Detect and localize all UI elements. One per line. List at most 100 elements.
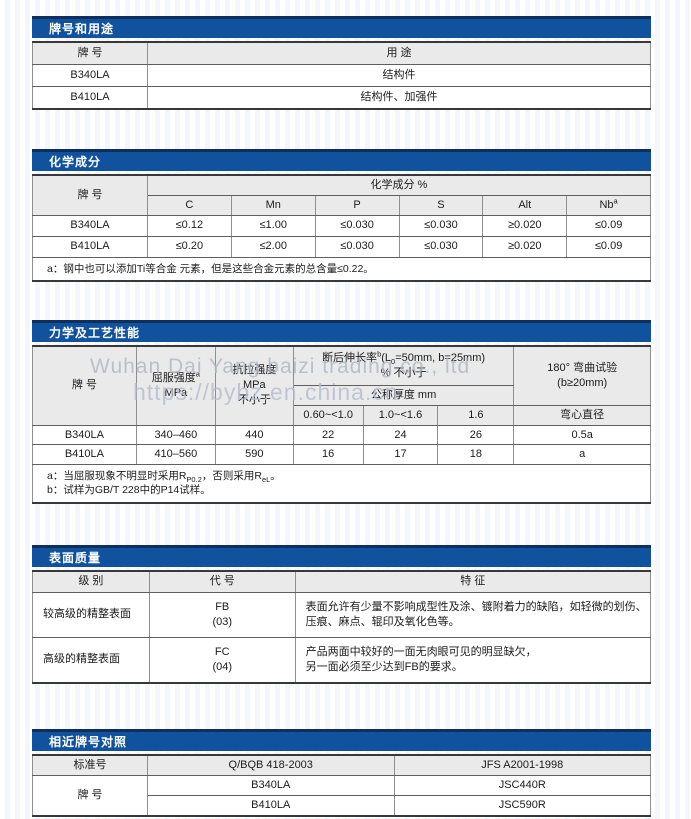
tensile-minimum-label: 不小于 [237, 394, 271, 407]
grade-header-cell: 牌 号 [32, 41, 148, 65]
bend-test-header-cell: 180° 弯曲试验 (b≥20mm) [513, 345, 651, 406]
element-header-cell: C [146, 194, 232, 216]
feature-cell: 表面允许有少量不影响成型性及涂、镀附着力的缺陷，如轻微的划伤、压痕、麻点、辊印及… [294, 591, 652, 638]
feature-cell: 产品两面中较好的一面无肉眼可见的明显缺欠， 另一面必须至少达到FB的要求。 [294, 636, 652, 684]
feature-text: 表面允许有少量不影响成型性及涂、镀附着力的缺陷，如轻微的划伤、压痕、麻点、辊印及… [305, 600, 647, 628]
section-title: 表面质量 [49, 550, 102, 565]
section-title-bar: 牌号和用途 [32, 16, 651, 38]
footnote-row: a：钢中也可以添加Ti等合金 元素，但是这些合金元素的总含量≤0.22。 [32, 256, 651, 282]
value-cell: ≤0.09 [566, 214, 651, 237]
feature-text: 另一面必须至少达到FB的要求。 [305, 660, 463, 673]
section-title: 相近牌号对照 [49, 734, 128, 749]
value-cell: ≤0.030 [398, 214, 484, 237]
tensile-value-cell: 590 [214, 444, 294, 466]
tensile-label: 抗拉强度 [232, 364, 277, 377]
table-row: B340LA 结构件 [32, 64, 652, 87]
yield-strength-header-cell: 屈服强度a MPa [135, 345, 216, 426]
section-title: 化学成分 [49, 155, 102, 169]
table-row: 牌 号 B340LA JSC440R [32, 774, 652, 817]
table-header-row: 级 别 代 号 特 征 [32, 570, 652, 593]
element-header-cell: P [314, 194, 400, 216]
grade-usage-table: 牌 号 用 途 B340LA 结构件 B410LA 结构件、加强件 [32, 41, 652, 110]
grade-label-cell: 牌 号 [32, 774, 148, 817]
table-row: B410LA JSC590R [33, 794, 652, 817]
element-header-cell: Mn [230, 194, 316, 216]
value-cell: ≤0.20 [146, 235, 232, 258]
surface-quality-table: 级 别 代 号 特 征 较高级的精整表面 FB (03) 表面允许有少量不影响成… [32, 569, 652, 684]
table-row: B340LA 340–460 440 22 24 26 0.5a [32, 424, 651, 446]
grade-cell: B410LA [32, 235, 148, 258]
elongation-footnote-mark: b [377, 349, 382, 359]
table-header-row: 标准号 Q/BQB 418-2003 JFS A2001-1998 [32, 754, 652, 776]
footnote-a: a：当屈服现象不明显时采用RP0.2，否则采用ReL。 [47, 470, 281, 485]
code-number: (04) [212, 660, 232, 673]
table-row: B340LA ≤0.12 ≤1.00 ≤0.030 ≤0.030 ≥0.020 … [32, 214, 651, 237]
nb-label: Nb [599, 198, 614, 211]
element-header-cell-nb: Nba [566, 194, 651, 216]
value-cell: ≥0.020 [482, 235, 568, 258]
thickness-range-cell: 1.0~<1.6 [362, 404, 439, 426]
table-row: B410LA ≤0.20 ≤2.00 ≤0.030 ≤0.030 ≥0.020 … [32, 235, 651, 258]
table-header-row: C Mn P S Alt Nba [33, 194, 651, 216]
elongation-value-cell: 22 [292, 424, 364, 446]
bend-diameter-header-cell: 弯心直径 [513, 404, 651, 426]
section-grade-comparison: 相近牌号对照 标准号 Q/BQB 418-2003 JFS A2001-1998… [32, 728, 652, 817]
value-cell: ≤0.12 [146, 214, 232, 237]
grade-cell: B410LA [32, 86, 148, 110]
feature-text: 产品两面中较好的一面无肉眼可见的明显缺欠， [305, 645, 537, 658]
grade-comparison-table: 标准号 Q/BQB 418-2003 JFS A2001-1998 牌 号 B3… [32, 753, 652, 817]
tensile-unit: MPa [243, 379, 266, 392]
yield-unit: MPa [164, 386, 188, 399]
yield-footnote-mark: a [195, 369, 200, 379]
value-cell: ≥0.020 [482, 214, 568, 237]
grade-header-cell: 牌 号 [32, 345, 137, 426]
section-title-bar: 表面质量 [32, 544, 651, 567]
grade-cell: B410LA [146, 794, 395, 817]
thickness-range-cell: 1.6 [437, 404, 515, 426]
footnote-b: b：试样为GB/T 228中的P14试样。 [47, 484, 211, 497]
section-title-bar: 化学成分 [32, 149, 651, 171]
table-header-row: 0.60~<1.0 1.0~<1.6 1.6 弯心直径 [33, 404, 651, 426]
section-chemical-composition: 化学成分 牌 号 化学成分 % C Mn P S Alt Nba B340LA … [32, 149, 652, 282]
grade-cell: JSC440R [393, 774, 652, 796]
use-cell: 结构件、加强件 [146, 86, 652, 110]
elongation-value-cell: 18 [437, 444, 515, 466]
use-header-cell: 用 途 [146, 41, 652, 65]
level-cell: 高级的精整表面 [32, 636, 150, 684]
grade-cell: B340LA [32, 214, 148, 237]
bend-value-cell: 0.5a [513, 424, 651, 446]
bend-test-condition: (b≥20mm) [557, 376, 608, 389]
grade-cell: B340LA [146, 774, 395, 796]
bend-test-label: 180° 弯曲试验 [547, 361, 618, 374]
code-label: FB [215, 600, 230, 613]
table-row: 较高级的精整表面 FB (03) 表面允许有少量不影响成型性及涂、镀附着力的缺陷… [32, 591, 652, 638]
table-header-row: 牌 号 屈服强度a MPa 抗拉强度 MPa 不小于 断后伸长率b(L0=50m… [32, 345, 651, 426]
value-cell: ≤2.00 [230, 235, 316, 258]
section-mechanical-properties: 力学及工艺性能 牌 号 屈服强度a MPa 抗拉强度 MPa 不小于 断后伸 [32, 319, 651, 504]
level-cell: 较高级的精整表面 [32, 591, 150, 638]
elongation-value-cell: 17 [362, 444, 439, 466]
code-number: (03) [212, 615, 232, 628]
element-header-cell: S [398, 194, 484, 216]
elongation-label: 断后伸长率b(L0=50mm, b=25mm) [322, 349, 486, 367]
table-row: 高级的精整表面 FC (04) 产品两面中较好的一面无肉眼可见的明显缺欠， 另一… [32, 636, 652, 684]
feature-header-cell: 特 征 [294, 570, 652, 593]
standard-name-cell: Q/BQB 418-2003 [146, 754, 395, 776]
tensile-value-cell: 440 [214, 424, 294, 446]
element-header-cell: Alt [482, 194, 568, 216]
use-cell: 结构件 [146, 64, 652, 87]
standard-header-cell: 标准号 [32, 754, 148, 776]
grade-header-cell: 牌 号 [32, 174, 148, 216]
section-title-bar: 相近牌号对照 [32, 728, 651, 751]
level-header-cell: 级 别 [32, 570, 150, 593]
section-surface-quality: 表面质量 级 别 代 号 特 征 较高级的精整表面 FB (03) 表面允许有少… [32, 544, 652, 684]
grade-cell: JSC590R [393, 794, 652, 817]
section-title: 力学及工艺性能 [49, 325, 141, 340]
elongation-minimum-label: % 不小于 [380, 366, 427, 379]
value-cell: ≤0.030 [398, 235, 484, 258]
grade-cell: B340LA [32, 64, 148, 87]
elongation-header-cell: 断后伸长率b(L0=50mm, b=25mm) % 不小于 [292, 345, 515, 386]
grade-cell: B410LA [32, 444, 137, 466]
value-cell: ≤0.030 [314, 214, 400, 237]
